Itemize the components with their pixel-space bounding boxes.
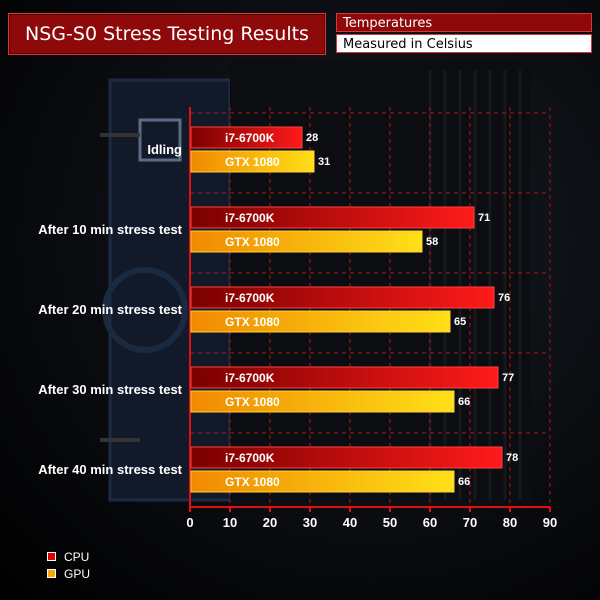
x-tick-label-9: 90 <box>543 515 557 530</box>
x-tick-label-6: 60 <box>423 515 437 530</box>
x-tick-label-0: 0 <box>186 515 193 530</box>
legend-item-gpu: GPU <box>47 565 90 582</box>
bar-inner-label-cpu-3: i7-6700K <box>225 371 275 385</box>
category-label-0: Idling <box>147 142 182 157</box>
category-label-2: After 20 min stress test <box>38 302 182 317</box>
bar-inner-label-gpu-2: GTX 1080 <box>225 315 280 329</box>
legend-swatch-gpu <box>47 569 56 578</box>
legend-item-cpu: CPU <box>47 548 90 565</box>
category-label-3: After 30 min stress test <box>38 382 182 397</box>
bar-inner-label-gpu-0: GTX 1080 <box>225 155 280 169</box>
data-label-cpu-4: 78 <box>506 452 518 464</box>
x-tick-label-5: 50 <box>383 515 397 530</box>
bar-cpu-3 <box>190 366 499 389</box>
bar-gpu-3 <box>190 390 455 413</box>
x-tick-label-8: 80 <box>503 515 517 530</box>
data-label-gpu-3: 66 <box>458 396 470 408</box>
bar-cpu-0 <box>190 126 303 149</box>
bar-cpu-1 <box>190 206 475 229</box>
data-label-gpu-2: 65 <box>454 316 466 328</box>
chart-subtitle-units: Measured in Celsius <box>336 34 592 53</box>
x-tick-label-7: 70 <box>463 515 477 530</box>
bar-inner-label-gpu-3: GTX 1080 <box>225 395 280 409</box>
x-tick-label-1: 10 <box>223 515 237 530</box>
bar-gpu-0 <box>190 150 315 173</box>
legend: CPU GPU <box>47 548 90 582</box>
x-tick-label-3: 30 <box>303 515 317 530</box>
legend-swatch-cpu <box>47 552 56 561</box>
bar-inner-label-cpu-1: i7-6700K <box>225 211 275 225</box>
data-label-gpu-0: 31 <box>318 156 330 168</box>
bar-inner-label-cpu-0: i7-6700K <box>225 131 275 145</box>
bar-inner-label-cpu-4: i7-6700K <box>225 451 275 465</box>
chart-title: NSG-S0 Stress Testing Results <box>8 13 326 55</box>
bar-gpu-4 <box>190 470 455 493</box>
x-tick-label-4: 40 <box>343 515 357 530</box>
data-label-cpu-1: 71 <box>478 212 490 224</box>
bar-inner-label-gpu-1: GTX 1080 <box>225 235 280 249</box>
chart-subtitle-metric: Temperatures <box>336 13 592 32</box>
data-label-cpu-0: 28 <box>306 132 318 144</box>
bar-cpu-2 <box>190 286 495 309</box>
legend-label-cpu: CPU <box>64 549 90 564</box>
legend-label-gpu: GPU <box>64 566 91 581</box>
data-label-cpu-2: 76 <box>498 292 510 304</box>
data-label-gpu-1: 58 <box>426 236 438 248</box>
data-label-gpu-4: 66 <box>458 476 470 488</box>
bar-inner-label-cpu-2: i7-6700K <box>225 291 275 305</box>
bar-cpu-4 <box>190 446 503 469</box>
bar-gpu-1 <box>190 230 423 253</box>
category-label-1: After 10 min stress test <box>38 222 182 237</box>
data-label-cpu-3: 77 <box>502 372 514 384</box>
category-label-4: After 40 min stress test <box>38 462 182 477</box>
bar-inner-label-gpu-4: GTX 1080 <box>225 475 280 489</box>
bar-gpu-2 <box>190 310 451 333</box>
x-tick-label-2: 20 <box>263 515 277 530</box>
